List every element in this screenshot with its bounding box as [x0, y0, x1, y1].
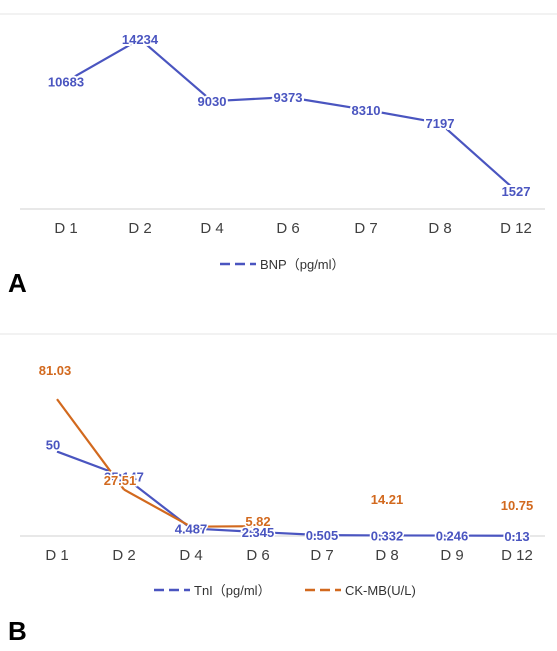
- ckmb-line-segment: [123, 488, 192, 528]
- legend-a: BNP（pg/ml）: [220, 257, 345, 272]
- bnp-data-label: 7197: [426, 116, 455, 131]
- x-tick-b-d-8: D 8: [375, 547, 398, 564]
- x-tick-b-d-7: D 7: [310, 547, 333, 564]
- x-tick-a-d-4: D 4: [200, 220, 223, 237]
- ckmb-data-label: 27.51: [104, 473, 137, 488]
- ckmb-data-label: 10.75: [501, 498, 534, 513]
- legend-b: TnI（pg/ml） CK-MB(U/L): [154, 583, 416, 598]
- bnp-data-label: 10683: [48, 74, 84, 89]
- legend-label-tni: TnI（pg/ml）: [194, 583, 271, 598]
- bnp-line-segment: [439, 122, 517, 192]
- bnp-data-label: 8310: [352, 103, 381, 118]
- ckmb-data-label: 14.21: [371, 492, 404, 507]
- tni-data-label: 50: [46, 438, 60, 453]
- ckmb-data-label: 81.03: [39, 363, 72, 378]
- tni-data-label: 0.505: [306, 528, 339, 543]
- x-tick-b-d-2: D 2: [112, 547, 135, 564]
- tni-line-segment: [257, 530, 323, 537]
- bnp-data-label: 14234: [122, 32, 159, 47]
- legend-label-bnp: BNP（pg/ml）: [260, 257, 345, 272]
- x-tick-b-d-9: D 9: [440, 547, 463, 564]
- ckmb-line-segment: [56, 398, 125, 491]
- panel-a-chart: 10683 14234 9030 9373 8310 7197 1527 D 1 D 2 D 4…: [0, 13, 557, 298]
- x-tick-a-d-1: D 1: [54, 220, 77, 237]
- tni-data-label: 0.332: [371, 528, 404, 543]
- legend-label-ckmb: CK-MB(U/L): [345, 583, 416, 598]
- tni-data-label: 2.345: [242, 525, 275, 540]
- tni-data-label: 0.246: [436, 529, 469, 544]
- panel-label-b: B: [8, 616, 27, 646]
- x-tick-a-d-2: D 2: [128, 220, 151, 237]
- tni-line-segment: [190, 527, 259, 534]
- tni-data-label: 0.13: [504, 529, 529, 544]
- ckmb-data-label: 5.82: [245, 514, 270, 529]
- bnp-line-segment: [139, 38, 213, 103]
- x-tick-b-d-1: D 1: [45, 547, 68, 564]
- tni-data-label: 4.487: [175, 521, 208, 536]
- x-tick-b-d-4: D 4: [179, 547, 202, 564]
- panel-label-a: A: [8, 268, 27, 298]
- ckmb-line-segment: [190, 525, 259, 528]
- bnp-line-segment: [365, 108, 441, 125]
- x-tick-a-d-12: D 12: [500, 220, 532, 237]
- bnp-data-label: 9373: [274, 90, 303, 105]
- x-tick-b-d-12: D 12: [501, 547, 533, 564]
- x-tick-a-d-6: D 6: [276, 220, 299, 237]
- bnp-line-segment: [65, 38, 141, 83]
- bnp-line-segment: [287, 96, 367, 111]
- tni-data-label: 35.147: [104, 470, 144, 485]
- x-tick-b-d-6: D 6: [246, 547, 269, 564]
- panel-b-chart: 50 35.147 4.487 2.345 0.505 0.332 0.246 0.13 81.…: [0, 333, 557, 646]
- tni-line-segment: [56, 450, 125, 478]
- x-tick-a-d-7: D 7: [354, 220, 377, 237]
- x-tick-a-d-8: D 8: [428, 220, 451, 237]
- bnp-line-segment: [211, 96, 289, 103]
- bnp-data-label: 9030: [198, 94, 227, 109]
- bnp-data-label: 1527: [502, 184, 531, 199]
